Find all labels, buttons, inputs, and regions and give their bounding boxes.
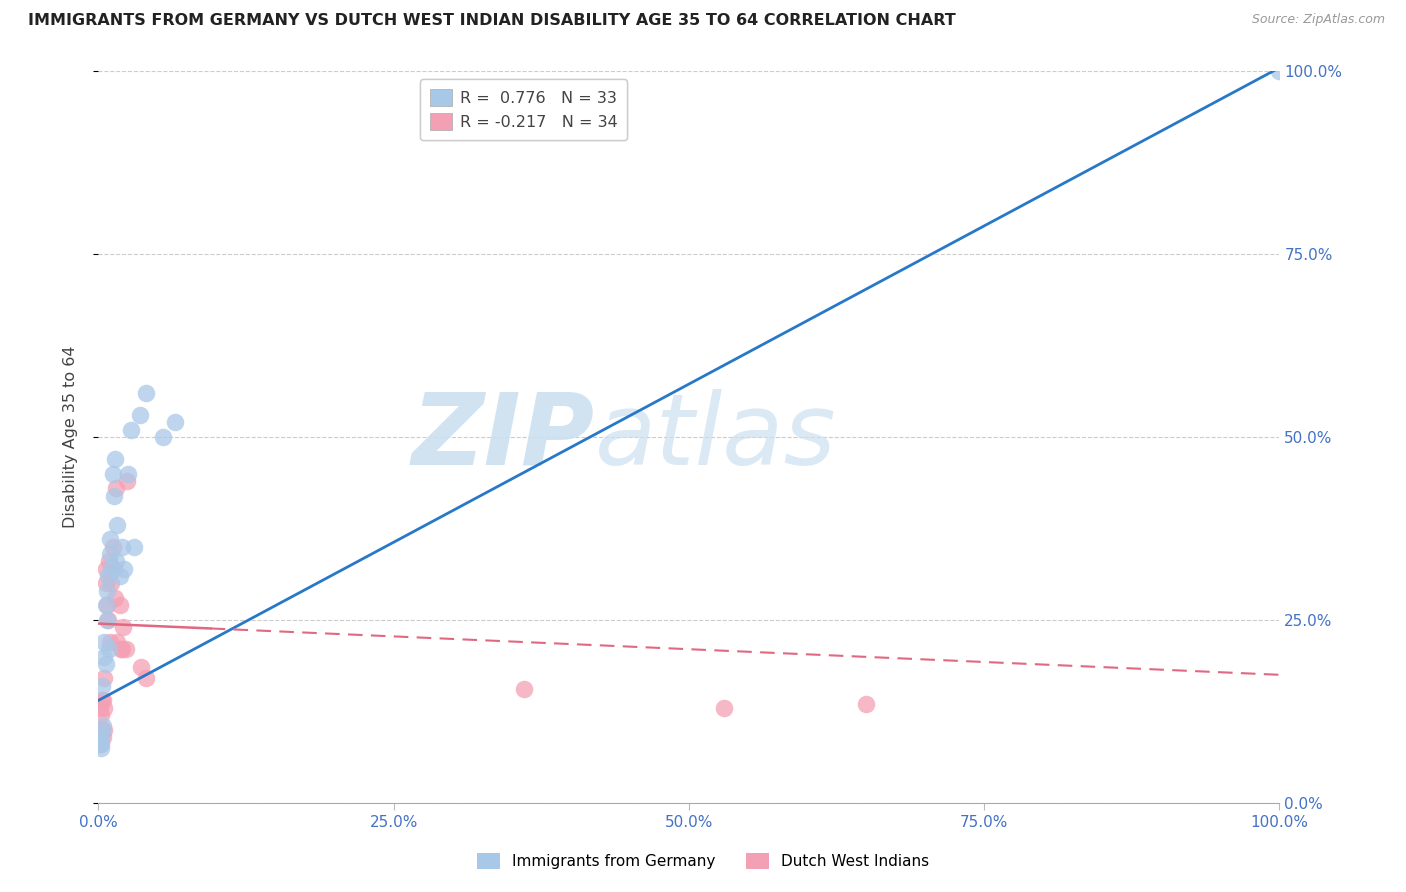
Point [94, 562, 117, 576]
Point [135, 386, 157, 401]
Point [96, 599, 118, 613]
Point [104, 452, 127, 467]
Text: atlas: atlas [595, 389, 837, 485]
Point [105, 554, 128, 568]
Point [94, 657, 117, 671]
Point [115, 474, 138, 488]
Point [93, 672, 115, 686]
Point [90, 737, 112, 751]
Point [855, 697, 877, 711]
Point [108, 569, 131, 583]
Y-axis label: Disability Age 35 to 64: Disability Age 35 to 64 [63, 346, 77, 528]
Point [90, 740, 112, 755]
Text: ZIP: ZIP [412, 389, 595, 485]
Point [98, 642, 121, 657]
Point [117, 467, 139, 481]
Point [91, 726, 114, 740]
Point [713, 700, 735, 714]
Point [98, 533, 121, 547]
Point [121, 423, 143, 437]
Point [103, 562, 125, 576]
Point [122, 540, 145, 554]
Point [103, 489, 125, 503]
Point [98, 547, 121, 561]
Point [135, 672, 157, 686]
Point [110, 642, 132, 657]
Point [90, 708, 112, 723]
Point [129, 660, 152, 674]
Point [96, 613, 118, 627]
Point [91, 693, 114, 707]
Point [96, 583, 118, 598]
Point [94, 576, 117, 591]
Point [100, 576, 122, 591]
Point [152, 430, 174, 444]
Point [108, 599, 131, 613]
Point [101, 467, 124, 481]
Point [101, 540, 124, 554]
Text: Source: ZipAtlas.com: Source: ZipAtlas.com [1251, 13, 1385, 27]
Point [93, 649, 115, 664]
Point [512, 682, 534, 697]
Point [112, 562, 135, 576]
Point [91, 693, 114, 707]
Point [98, 554, 121, 568]
Point [105, 517, 128, 532]
Legend: Immigrants from Germany, Dutch West Indians: Immigrants from Germany, Dutch West Indi… [471, 847, 935, 875]
Point [100, 562, 122, 576]
Point [91, 679, 114, 693]
Point [89, 737, 111, 751]
Point [112, 620, 135, 634]
Point [105, 481, 128, 495]
Point [90, 733, 112, 747]
Point [89, 723, 111, 737]
Point [114, 642, 136, 657]
Point [165, 416, 187, 430]
Point [104, 591, 127, 605]
Point [98, 635, 121, 649]
Point [94, 599, 117, 613]
Point [111, 540, 134, 554]
Point [91, 723, 114, 737]
Point [97, 569, 120, 583]
Point [89, 700, 111, 714]
Point [91, 730, 114, 744]
Point [93, 635, 115, 649]
Legend: R =  0.776   N = 33, R = -0.217   N = 34: R = 0.776 N = 33, R = -0.217 N = 34 [420, 79, 627, 140]
Text: IMMIGRANTS FROM GERMANY VS DUTCH WEST INDIAN DISABILITY AGE 35 TO 64 CORRELATION: IMMIGRANTS FROM GERMANY VS DUTCH WEST IN… [28, 13, 956, 29]
Point [97, 613, 120, 627]
Point [105, 635, 128, 649]
Point [1268, 64, 1291, 78]
Point [93, 700, 115, 714]
Point [128, 408, 150, 422]
Point [91, 719, 114, 733]
Point [93, 723, 115, 737]
Point [111, 642, 134, 657]
